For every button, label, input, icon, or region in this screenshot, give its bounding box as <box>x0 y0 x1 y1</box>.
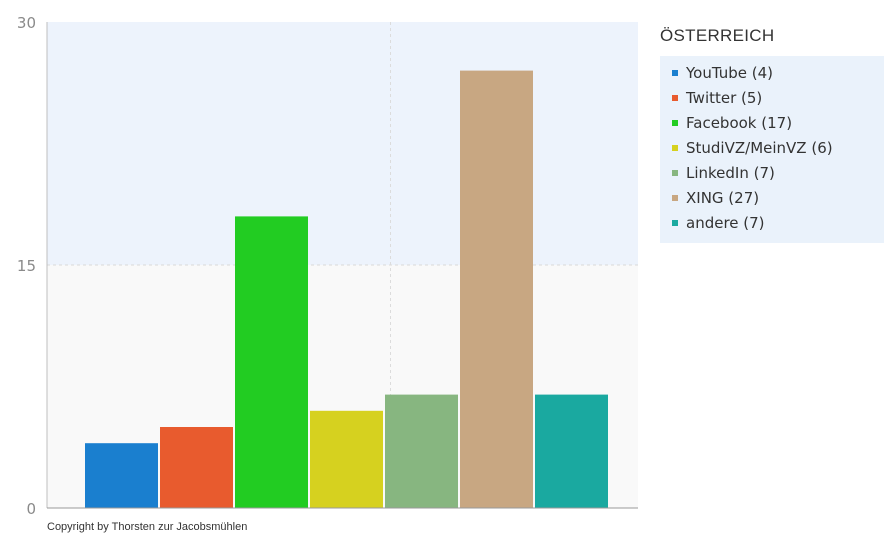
y-tick-label: 0 <box>26 500 36 518</box>
bar-xing <box>460 70 533 508</box>
y-tick-label: 15 <box>17 257 36 275</box>
legend-item[interactable]: Twitter (5) <box>660 85 884 110</box>
legend-label: YouTube (4) <box>686 63 774 82</box>
y-tick-labels: 0 15 30 <box>17 14 36 518</box>
legend-label: andere (7) <box>686 213 765 232</box>
y-tick-label: 30 <box>17 14 36 32</box>
grid-lines <box>47 22 638 508</box>
legend-item[interactable]: Facebook (17) <box>660 110 884 135</box>
legend-item[interactable]: YouTube (4) <box>660 60 884 85</box>
legend-item[interactable]: StudiVZ/MeinVZ (6) <box>660 135 884 160</box>
legend-label: Twitter (5) <box>686 88 763 107</box>
legend-item[interactable]: LinkedIn (7) <box>660 160 884 185</box>
legend-swatch <box>672 144 678 151</box>
legend-label: Facebook (17) <box>686 113 793 132</box>
plot-band-upper <box>47 22 638 265</box>
legend-swatch <box>672 94 678 101</box>
bar-studivz-meinvz <box>310 410 383 508</box>
copyright-annotation: Copyright by Thorsten zur Jacobsmühlen <box>47 521 247 533</box>
bar-facebook <box>235 216 308 508</box>
legend-swatch <box>672 69 678 76</box>
plot-background <box>47 22 638 508</box>
legend-label: LinkedIn (7) <box>686 163 775 182</box>
bar-twitter <box>160 427 233 508</box>
legend-item[interactable]: XING (27) <box>660 185 884 210</box>
legend-swatch <box>672 169 678 176</box>
legend-label: XING (27) <box>686 188 760 207</box>
bar-youtube <box>85 443 158 508</box>
axes <box>46 22 638 509</box>
bar-linkedin <box>385 394 458 508</box>
legend: YouTube (4) Twitter (5) Facebook (17) Studi… <box>660 56 884 243</box>
bar-andere <box>535 394 608 508</box>
legend-item[interactable]: andere (7) <box>660 210 884 235</box>
legend-label: StudiVZ/MeinVZ (6) <box>686 138 833 157</box>
legend-swatch <box>672 219 678 226</box>
legend-swatch <box>672 119 678 126</box>
legend-title: ÖSTERREICH <box>660 26 775 45</box>
legend-swatch <box>672 194 678 201</box>
bars <box>85 70 608 508</box>
